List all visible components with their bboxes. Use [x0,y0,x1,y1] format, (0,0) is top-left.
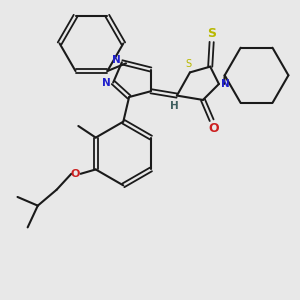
Text: N: N [112,55,121,65]
Text: S: S [186,59,192,69]
Text: O: O [71,169,80,179]
Text: H: H [170,101,179,111]
Text: N: N [102,78,110,88]
Text: N: N [221,79,230,89]
Text: S: S [207,27,216,40]
Text: O: O [208,122,219,135]
